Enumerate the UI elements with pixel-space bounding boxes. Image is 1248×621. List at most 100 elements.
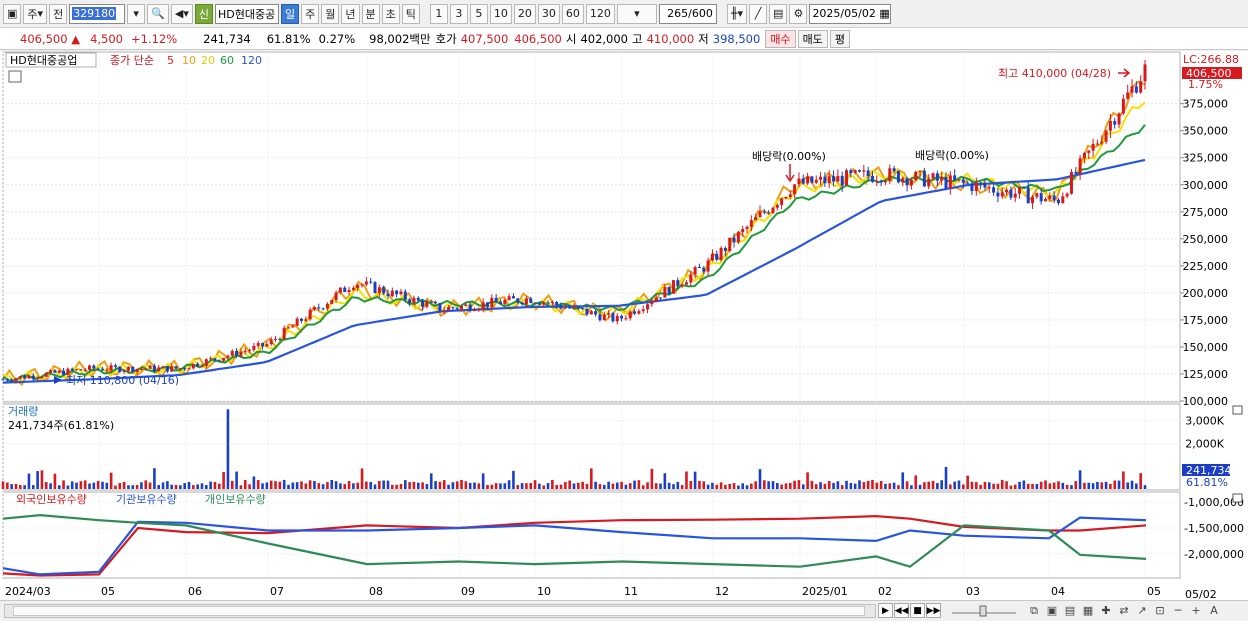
period-kind-select[interactable]: 주 ▾ xyxy=(23,3,48,24)
chart-svg[interactable]: 375,000 350,000 325,000 300,000 275,000 250,0… xyxy=(0,51,1248,600)
volume-bar xyxy=(1126,482,1129,489)
volume-bar xyxy=(758,469,762,489)
open-value: 402,000 xyxy=(580,31,628,46)
volume-bar xyxy=(1009,485,1013,489)
tab-second[interactable]: 초 xyxy=(381,3,400,24)
text-tool-icon[interactable]: A xyxy=(1210,604,1218,617)
x-axis-label: 02 xyxy=(878,585,892,598)
tab-tick[interactable]: 틱 xyxy=(401,3,420,24)
interval-60[interactable]: 60 xyxy=(561,3,584,24)
grid-icon[interactable]: ▦ xyxy=(1082,604,1094,617)
buy-button[interactable]: 매수 xyxy=(765,29,796,48)
stock-name-field[interactable]: HD현대중공 xyxy=(215,3,279,24)
data-count-field[interactable]: 265/600 xyxy=(658,3,717,24)
interval-30[interactable]: 30 xyxy=(537,3,560,24)
sin-button[interactable]: 신 xyxy=(194,3,213,24)
candle-body xyxy=(870,176,874,182)
search-icon[interactable]: 🔍 xyxy=(147,3,169,24)
volume-close-icon[interactable] xyxy=(1232,405,1243,415)
volume-bar xyxy=(213,481,217,489)
zoom-slider[interactable] xyxy=(950,604,1020,618)
volume-bar xyxy=(884,483,887,489)
volume-bar xyxy=(814,484,818,489)
tab-day[interactable]: 일 xyxy=(281,3,300,24)
volume-bar xyxy=(719,482,723,489)
candle-body xyxy=(762,211,766,213)
mode-button[interactable]: 전 xyxy=(49,3,68,24)
interval-120[interactable]: 120 xyxy=(585,3,615,24)
interval-3[interactable]: 3 xyxy=(449,3,468,24)
tab-minute[interactable]: 분 xyxy=(361,3,380,24)
price-panel[interactable] xyxy=(2,51,1181,403)
candle-body xyxy=(883,180,887,183)
candle-body xyxy=(494,297,498,302)
table-toggle-icon[interactable] xyxy=(8,70,22,83)
volume-bar xyxy=(230,480,234,489)
plus-icon[interactable]: + xyxy=(1191,604,1201,617)
candle-body xyxy=(996,192,1000,197)
interval-dropdown[interactable]: ▾ xyxy=(616,3,657,24)
candle-body xyxy=(382,287,386,294)
code-dropdown-icon[interactable]: ▾ xyxy=(127,3,146,24)
volume-bar xyxy=(57,485,61,489)
tab-year[interactable]: 년 xyxy=(341,3,360,24)
zoom-in-icon[interactable]: ↗ xyxy=(1137,604,1147,617)
layout-icon[interactable]: ▣ xyxy=(3,3,22,24)
chart-area[interactable]: 375,000 350,000 325,000 300,000 275,000 250,0… xyxy=(0,51,1248,600)
volume-pct: 61.81% xyxy=(1186,476,1228,489)
stop-icon[interactable]: ■ xyxy=(910,603,925,618)
candle-body xyxy=(243,350,247,352)
holdings-panel[interactable] xyxy=(2,491,1181,579)
stock-code-input[interactable]: 329180 xyxy=(69,3,126,24)
sound-icon[interactable]: ◀▾ xyxy=(170,3,193,24)
interval-5[interactable]: 5 xyxy=(469,3,488,24)
volume-bar xyxy=(1104,481,1108,489)
date-field[interactable]: 2025/05/02 ▦ xyxy=(809,3,892,24)
candle-type-icon[interactable]: ╫▾ xyxy=(726,3,748,24)
fit-icon[interactable]: ⊡ xyxy=(1155,604,1165,617)
last-page-icon[interactable]: ▶▶ xyxy=(926,603,941,618)
holdings-close-icon[interactable] xyxy=(1232,493,1243,503)
candle-body xyxy=(377,287,381,293)
chart-scrollbar[interactable] xyxy=(4,604,876,618)
candle-body xyxy=(935,173,939,181)
volume-bar xyxy=(555,485,558,489)
window-icon[interactable]: ⧉ xyxy=(1030,603,1038,617)
candle-body xyxy=(161,366,165,368)
candle-body xyxy=(633,311,637,314)
save-icon[interactable]: ▤ xyxy=(769,3,788,24)
candle-body xyxy=(615,315,619,322)
zoom-out-icon[interactable]: ─ xyxy=(1174,604,1182,617)
candle-body xyxy=(282,327,286,340)
scroll-right-icon[interactable]: ▶ xyxy=(878,603,893,618)
volume-bar xyxy=(572,483,576,489)
volume-bar xyxy=(19,485,22,489)
volume-bar xyxy=(447,484,450,489)
tile-icon[interactable]: ▤ xyxy=(1064,604,1076,617)
volume-tag-text: 241,734 xyxy=(1186,464,1232,477)
split-icon[interactable]: ▣ xyxy=(1046,604,1058,617)
eval-button[interactable]: 평 xyxy=(829,29,850,48)
scrollbar-thumb[interactable] xyxy=(13,606,865,616)
tab-week[interactable]: 주 xyxy=(301,3,320,24)
settings-gear-icon[interactable]: ⚙ xyxy=(789,3,808,24)
draw-tool-icon[interactable]: ╱ xyxy=(749,3,768,24)
volume-bar xyxy=(918,484,922,489)
holdings-line-2 xyxy=(2,513,1147,568)
holdings-tick-label: -2,000,000 xyxy=(1184,548,1244,561)
candle-body xyxy=(399,291,403,295)
cross-icon[interactable]: ✚ xyxy=(1101,604,1111,617)
candle-body xyxy=(516,298,520,303)
price-tick-label: 350,000 xyxy=(1183,125,1229,138)
sell-button[interactable]: 매도 xyxy=(797,29,828,48)
candle-body xyxy=(1143,64,1147,82)
interval-10[interactable]: 10 xyxy=(489,3,512,24)
interval-1[interactable]: 1 xyxy=(429,3,448,24)
drag-icon[interactable]: ⇄ xyxy=(1119,604,1129,617)
interval-20[interactable]: 20 xyxy=(513,3,536,24)
x-axis-label: 03 xyxy=(966,585,980,598)
tab-month[interactable]: 월 xyxy=(321,3,340,24)
candle-body xyxy=(10,380,14,382)
candle-body xyxy=(278,338,282,340)
first-page-icon[interactable]: ◀◀ xyxy=(894,603,909,618)
